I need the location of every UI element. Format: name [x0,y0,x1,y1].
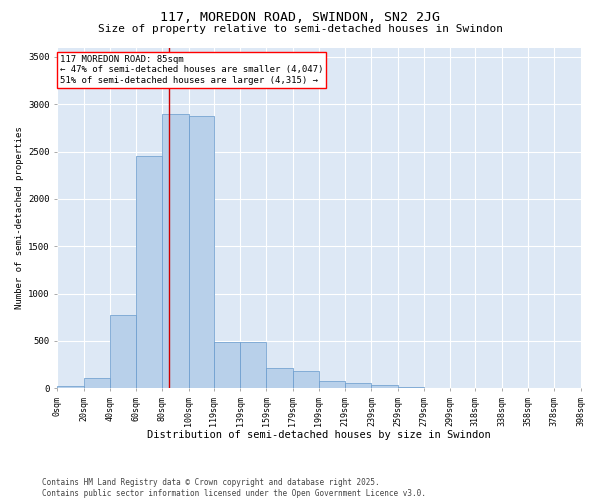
Bar [266,368,293,388]
Bar [163,114,189,388]
Bar [345,383,371,388]
Bar [58,386,83,388]
X-axis label: Distribution of semi-detached houses by size in Swindon: Distribution of semi-detached houses by … [147,430,491,440]
Text: 117, MOREDON ROAD, SWINDON, SN2 2JG: 117, MOREDON ROAD, SWINDON, SN2 2JG [160,11,440,24]
Y-axis label: Number of semi-detached properties: Number of semi-detached properties [15,126,24,309]
Text: Contains HM Land Registry data © Crown copyright and database right 2025.
Contai: Contains HM Land Registry data © Crown c… [42,478,426,498]
Bar [371,386,398,388]
Text: 117 MOREDON ROAD: 85sqm
← 47% of semi-detached houses are smaller (4,047)
51% of: 117 MOREDON ROAD: 85sqm ← 47% of semi-de… [60,55,323,85]
Bar [214,342,240,388]
Bar [319,381,345,388]
Bar [293,370,319,388]
Bar [136,156,163,388]
Bar [240,342,266,388]
Bar [83,378,110,388]
Bar [189,116,214,388]
Text: Size of property relative to semi-detached houses in Swindon: Size of property relative to semi-detach… [97,24,503,34]
Bar [110,316,136,388]
